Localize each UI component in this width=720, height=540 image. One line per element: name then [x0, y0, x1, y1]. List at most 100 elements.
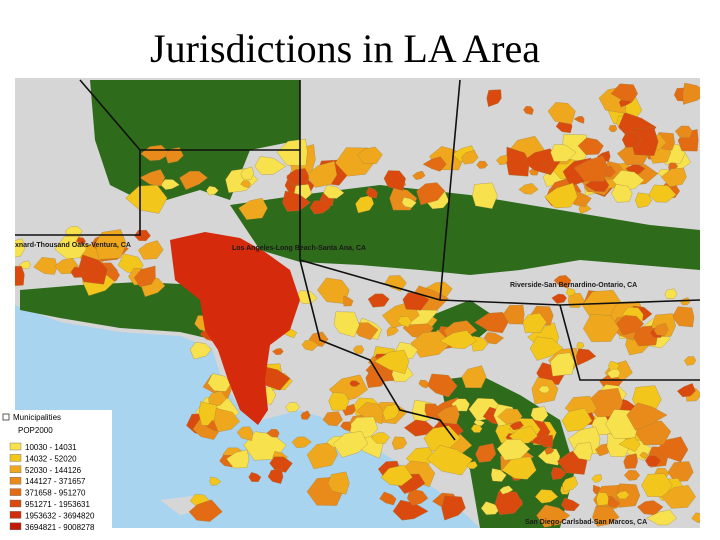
- municipality: [125, 184, 168, 214]
- municipality: [648, 184, 677, 203]
- municipality: [509, 420, 524, 431]
- municipality: [656, 436, 689, 463]
- forest: [90, 80, 300, 205]
- municipality: [606, 369, 621, 379]
- map-label: xnard-Thousand Oaks-Ventura, CA: [15, 242, 131, 249]
- municipality: [441, 495, 466, 521]
- municipality: [240, 166, 255, 180]
- municipality: [494, 491, 523, 515]
- municipality: [322, 411, 343, 427]
- municipality: [422, 156, 447, 172]
- municipality: [397, 315, 412, 328]
- municipality: [538, 434, 553, 448]
- map-label: Riverside-San Bernardino-Ontario, CA: [510, 282, 637, 289]
- municipality: [33, 257, 58, 275]
- municipality: [349, 380, 361, 387]
- municipality: [682, 82, 700, 105]
- legend-label: 1953632 - 3694820: [25, 511, 95, 520]
- municipality: [402, 292, 430, 311]
- municipality: [95, 229, 127, 260]
- municipality: [401, 197, 417, 209]
- municipality: [551, 467, 567, 480]
- municipality: [635, 192, 653, 209]
- municipality: [412, 170, 426, 180]
- municipality: [618, 436, 641, 452]
- municipality: [236, 426, 254, 441]
- municipality: [534, 489, 559, 504]
- municipality: [676, 383, 696, 398]
- legend-swatch: [9, 442, 22, 451]
- municipality: [379, 491, 397, 506]
- municipality: [496, 154, 508, 165]
- municipality: [190, 341, 212, 360]
- municipality: [207, 373, 232, 392]
- municipality: [380, 464, 413, 486]
- legend-field: POP2000: [18, 426, 53, 435]
- municipality: [461, 365, 487, 389]
- municipality: [407, 488, 429, 506]
- municipality: [538, 385, 550, 394]
- legend-swatch: [9, 477, 22, 485]
- municipality: [553, 275, 572, 289]
- municipality: [537, 448, 561, 466]
- municipality: [660, 167, 687, 187]
- municipality: [272, 348, 284, 355]
- municipality: [416, 182, 446, 206]
- map: xnard-Thousand Oaks-Ventura, CA Los Ange…: [15, 78, 700, 528]
- municipality: [209, 476, 222, 486]
- municipality: [691, 512, 700, 523]
- municipality: [323, 185, 345, 199]
- municipality: [367, 293, 390, 308]
- municipality: [530, 406, 549, 423]
- municipality: [499, 485, 514, 495]
- legend-swatch: [9, 522, 22, 530]
- municipality: [352, 345, 365, 354]
- municipality: [547, 102, 576, 125]
- ocean: [15, 305, 480, 528]
- municipality: [575, 348, 597, 366]
- legend: Municipalities POP2000 10030 - 14031 1403…: [0, 410, 112, 538]
- municipality: [544, 182, 578, 209]
- legend-swatch: [9, 454, 22, 462]
- municipality: [592, 505, 620, 527]
- municipality: [403, 419, 434, 437]
- municipality: [550, 352, 575, 377]
- municipality: [333, 311, 360, 338]
- municipality: [540, 163, 552, 173]
- municipality: [291, 436, 312, 449]
- municipality: [206, 185, 219, 196]
- checkbox[interactable]: [2, 413, 10, 421]
- municipality: [474, 312, 509, 334]
- municipality: [356, 402, 384, 425]
- municipality: [213, 408, 240, 433]
- municipality: [267, 468, 284, 484]
- municipality: [75, 236, 86, 245]
- municipality: [461, 150, 479, 165]
- municipality: [501, 456, 537, 480]
- forest: [230, 185, 700, 275]
- municipality: [565, 288, 576, 297]
- municipality: [667, 461, 694, 482]
- municipality: [576, 342, 585, 350]
- municipality: [424, 403, 441, 418]
- forest: [20, 282, 230, 340]
- municipality: [383, 170, 406, 191]
- legend-label: 14032 - 52020: [25, 454, 77, 463]
- legend-label: 144127 - 371657: [25, 477, 86, 486]
- municipality: [226, 449, 250, 469]
- municipality: [301, 340, 319, 351]
- municipality: [480, 501, 502, 515]
- municipality: [518, 183, 539, 195]
- municipality: [254, 156, 286, 175]
- municipality: [573, 116, 585, 124]
- municipality: [475, 443, 497, 463]
- municipality: [621, 132, 642, 148]
- municipality: [327, 471, 350, 495]
- municipality: [573, 155, 609, 182]
- municipality: [653, 322, 669, 337]
- municipality: [608, 125, 618, 132]
- municipality: [577, 137, 604, 155]
- municipality: [544, 447, 555, 455]
